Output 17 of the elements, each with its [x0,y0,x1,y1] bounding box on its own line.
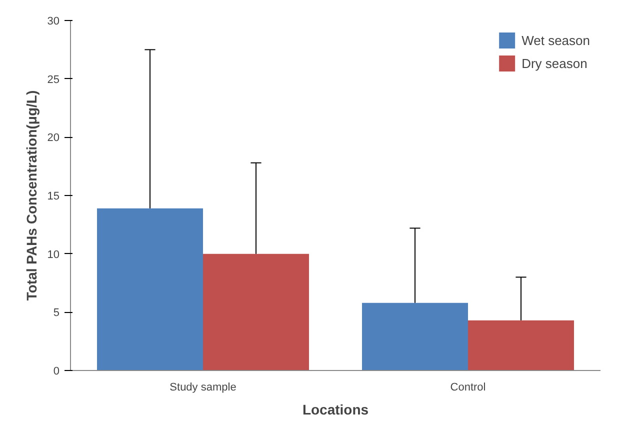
y-axis-title: Total PAHs Concentration(μg/L) [23,90,40,301]
bar [97,208,203,370]
x-tick-label: Study sample [170,382,236,394]
y-tick-label: 15 [47,190,60,202]
legend-label: Dry season [522,56,588,70]
y-tick-label: 0 [53,366,60,378]
bar [468,320,574,370]
x-axis-title: Locations [302,402,369,418]
bar [362,302,468,370]
x-tick-label: Control [450,382,486,394]
y-tick-label: 5 [53,307,60,320]
legend-label: Wet season [522,32,590,48]
y-tick-label: 10 [47,248,60,261]
bar [203,254,309,370]
y-tick-label: 25 [47,74,60,86]
y-tick-label: 20 [47,132,60,144]
y-tick-label: 30 [47,16,60,28]
